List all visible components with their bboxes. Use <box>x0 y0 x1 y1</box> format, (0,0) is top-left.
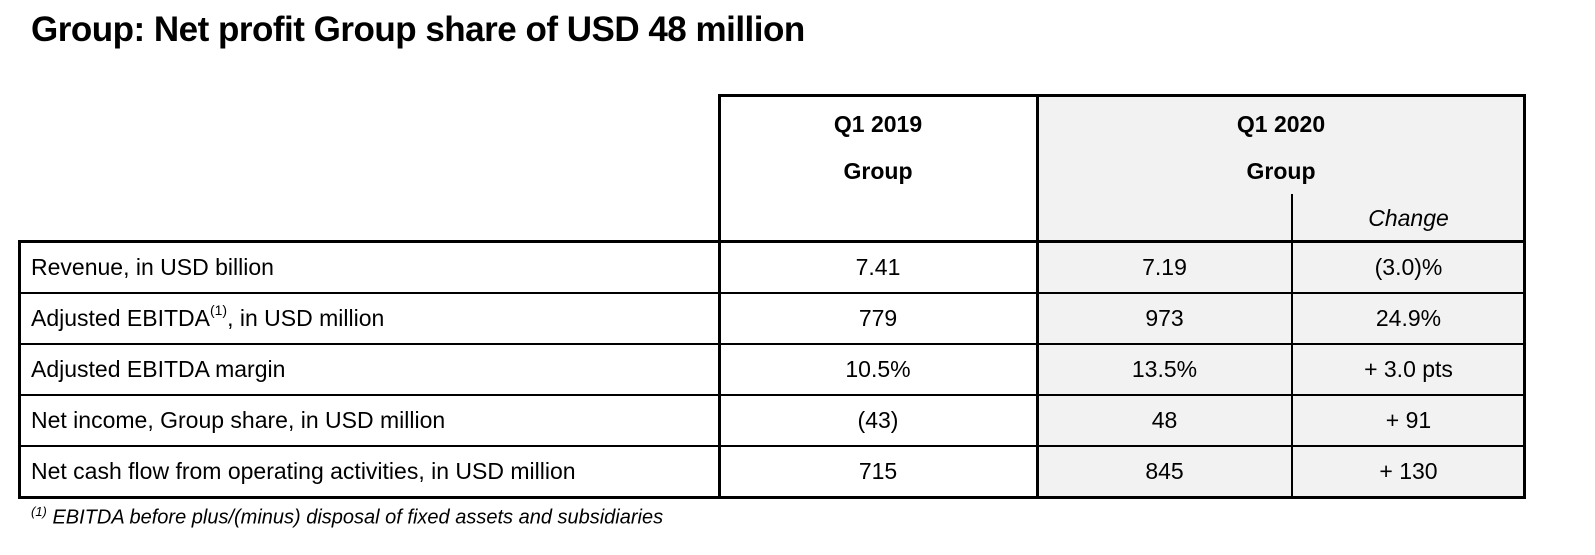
border <box>1036 94 1039 499</box>
value-q1-2019: (43) <box>857 407 899 433</box>
border <box>718 94 721 499</box>
border <box>719 94 1526 97</box>
border <box>18 240 21 499</box>
row-label: Net cash flow from operating activities,… <box>31 447 576 496</box>
border <box>1523 94 1526 499</box>
value-q1-2019: 10.5% <box>845 356 911 382</box>
page-title: Group: Net profit Group share of USD 48 … <box>31 10 805 49</box>
header-q1-2020-group: Group <box>1246 157 1316 184</box>
value-change: 24.9% <box>1375 305 1442 331</box>
footnote-mark: (1) <box>31 504 47 519</box>
border <box>19 292 1526 294</box>
row-label: Adjusted EBITDA margin <box>31 345 285 394</box>
row-label: Net income, Group share, in USD million <box>31 396 445 445</box>
value-q1-2019: 715 <box>858 458 898 484</box>
q1-2020-highlight <box>1037 95 1525 497</box>
value-q1-2019: 7.41 <box>855 254 901 280</box>
border <box>19 496 1526 499</box>
row-label-text: Net income, Group share, in USD million <box>31 407 446 433</box>
row-label: Adjusted EBITDA (1), in USD million <box>31 294 384 343</box>
value-q1-2020: 48 <box>1151 407 1178 433</box>
border <box>1291 194 1293 499</box>
row-label-sup: (1) <box>209 301 228 318</box>
row-label-text: Adjusted EBITDA <box>31 305 210 331</box>
header-q1-2019: Q1 2019 <box>833 110 923 137</box>
header-change: Change <box>1368 204 1449 231</box>
row-label-text: Adjusted EBITDA margin <box>31 356 286 382</box>
value-q1-2020: 845 <box>1145 458 1184 484</box>
row-label: Revenue, in USD billion <box>31 243 274 292</box>
value-change: (3.0)% <box>1374 254 1443 280</box>
value-q1-2020: 7.19 <box>1142 254 1187 280</box>
footnote-text: EBITDA before plus/(minus) disposal of f… <box>46 506 664 529</box>
header-q1-2020: Q1 2020 <box>1236 110 1326 137</box>
value-q1-2020: 13.5% <box>1131 356 1198 382</box>
row-label-suffix: , in USD million <box>227 305 385 331</box>
value-q1-2020: 973 <box>1145 305 1184 331</box>
border <box>19 394 1526 396</box>
border <box>19 343 1526 345</box>
value-change: + 91 <box>1385 407 1432 433</box>
footnote: (1) EBITDA before plus/(minus) disposal … <box>31 504 663 530</box>
header-q1-2019-group: Group <box>843 157 913 184</box>
row-label-text: Net cash flow from operating activities,… <box>31 458 576 484</box>
value-change: + 3.0 pts <box>1364 356 1453 382</box>
value-change: + 130 <box>1379 458 1438 484</box>
row-label-text: Revenue, in USD billion <box>31 254 274 280</box>
value-q1-2019: 779 <box>858 305 898 331</box>
border <box>19 240 1526 243</box>
border <box>19 445 1526 447</box>
